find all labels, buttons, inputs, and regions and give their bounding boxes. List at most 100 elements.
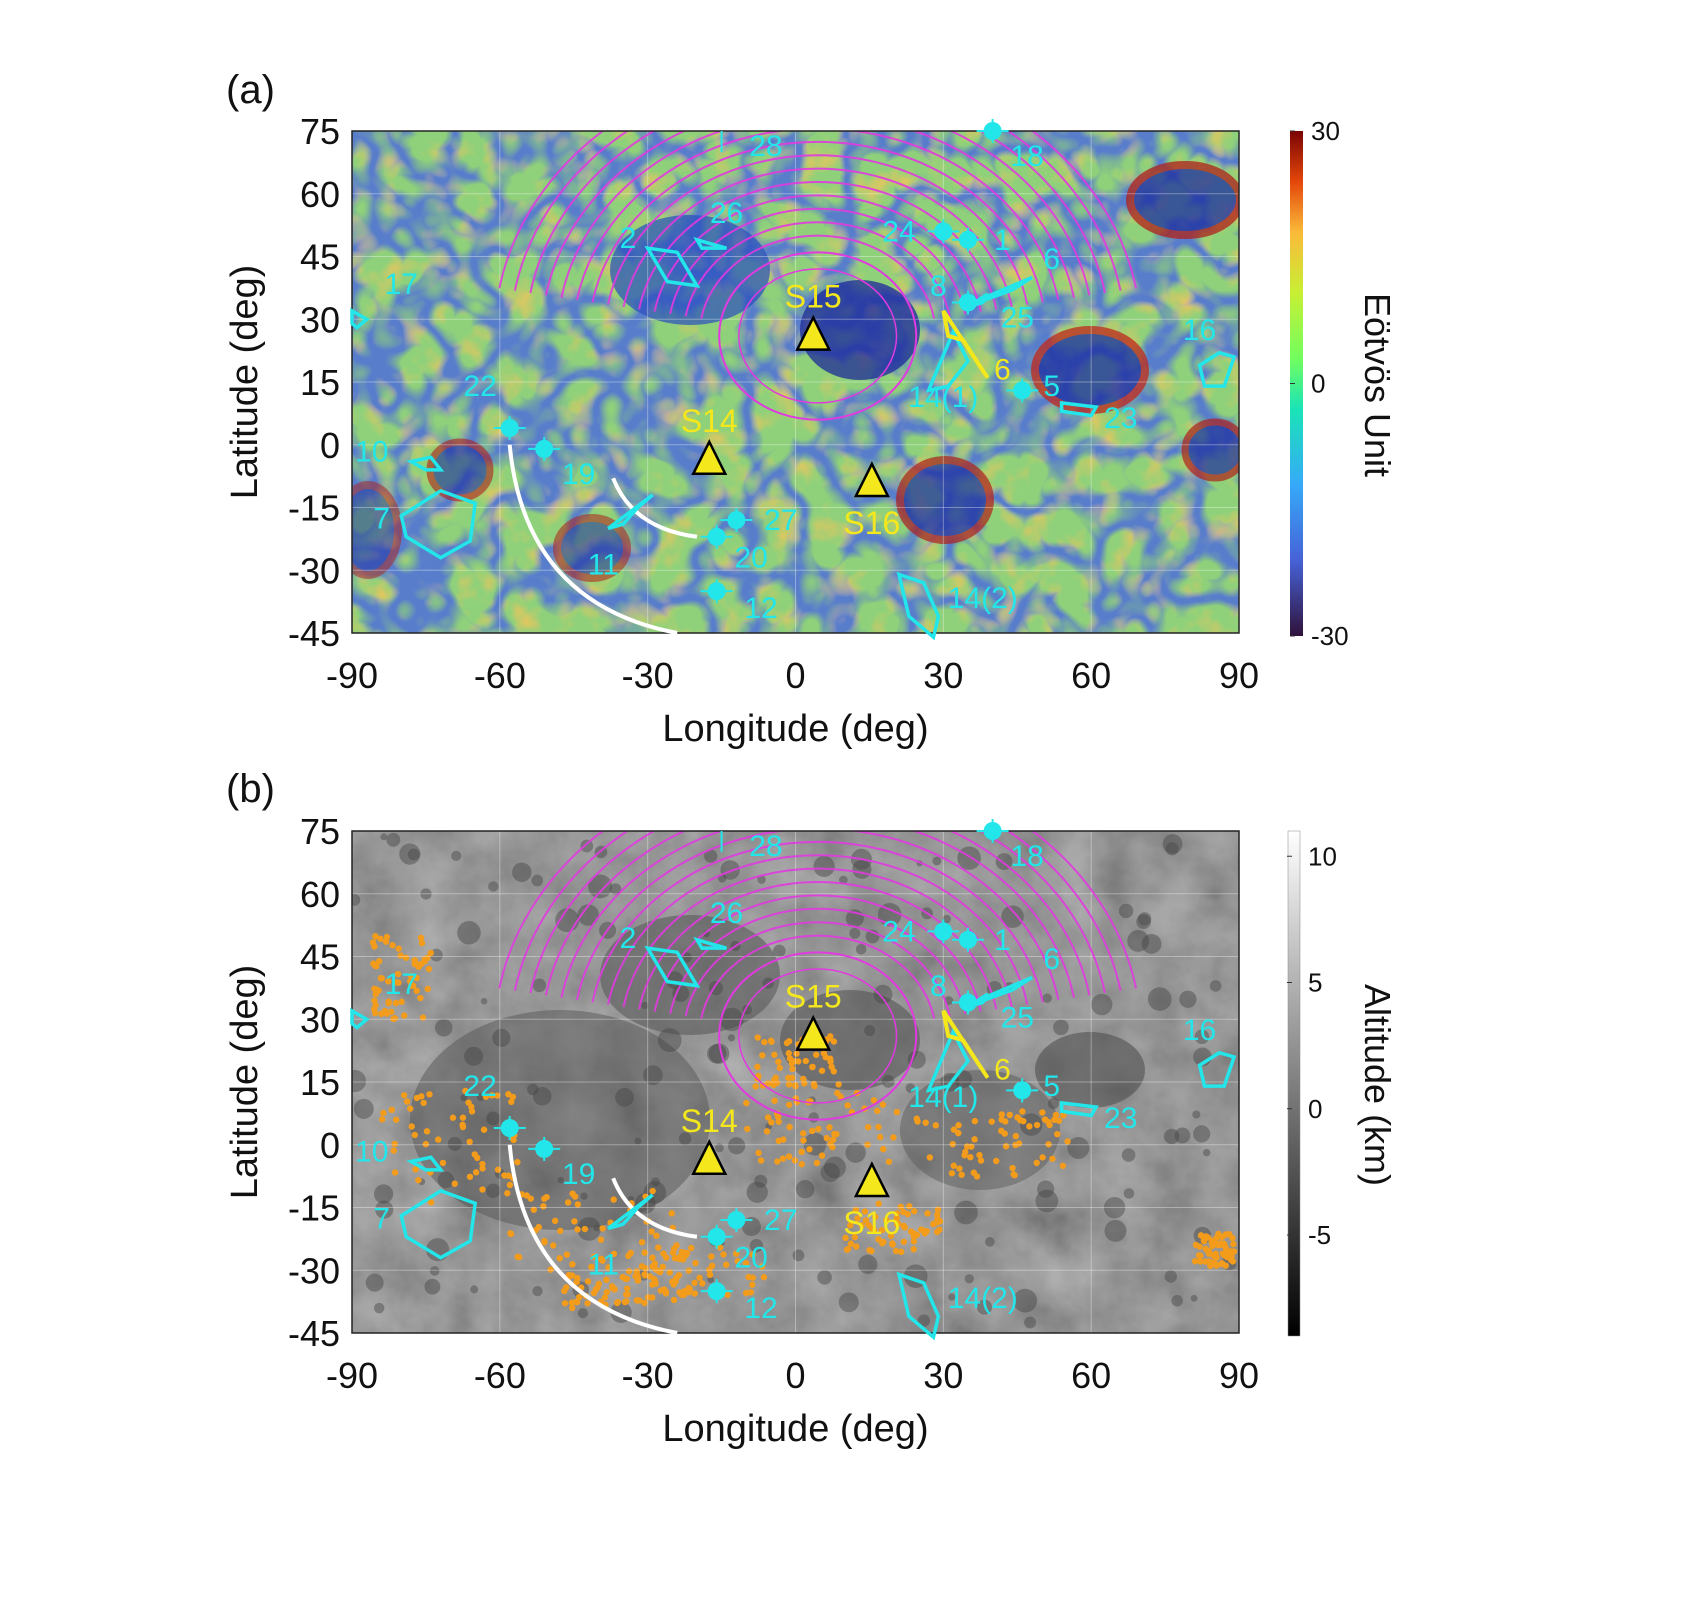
- orange-point: [802, 1057, 809, 1065]
- point-label-24: 24: [882, 215, 915, 248]
- x-tick-label: 30: [923, 655, 963, 696]
- y-tick-label: 45: [300, 237, 340, 278]
- panel-a-colorbar-label: Eötvös Unit: [1357, 293, 1398, 477]
- orange-point: [672, 1275, 680, 1282]
- orange-point: [549, 1242, 557, 1249]
- point-1: [958, 930, 977, 949]
- orange-point: [768, 1119, 775, 1126]
- orange-point: [1041, 1116, 1049, 1123]
- y-tick-label: 75: [300, 811, 340, 852]
- orange-point: [761, 1038, 768, 1046]
- imbrium-inner-ring: [738, 268, 898, 404]
- point-label-22: 22: [463, 1070, 496, 1103]
- crater: [460, 1094, 468, 1102]
- crater: [486, 1111, 501, 1126]
- orange-point: [1205, 1250, 1212, 1257]
- orange-point: [1213, 1234, 1221, 1241]
- orange-point: [389, 942, 396, 949]
- orange-point: [956, 1165, 963, 1172]
- orange-point: [508, 1098, 515, 1106]
- point-5: [1013, 1081, 1032, 1100]
- orange-point: [641, 1299, 648, 1307]
- crater: [742, 1004, 753, 1015]
- crater: [858, 1254, 878, 1274]
- orange-point: [934, 1206, 942, 1213]
- imbrium-arc-ring: [669, 207, 967, 315]
- region-label-16: 16: [1183, 1014, 1216, 1047]
- basin-crisium: [1031, 326, 1149, 414]
- oceanus-procellarum: [410, 1010, 710, 1230]
- orange-point: [505, 1172, 512, 1179]
- x-tick-label: 60: [1071, 655, 1111, 696]
- orange-point: [749, 1281, 756, 1288]
- region-label-10: 10: [355, 1135, 388, 1168]
- crater: [715, 1143, 724, 1153]
- orange-point: [407, 982, 415, 990]
- region-yellow: [941, 309, 990, 379]
- basin-orientale-edge: [352, 481, 402, 579]
- crater: [580, 1192, 588, 1200]
- orange-point: [568, 1304, 576, 1312]
- orange-point: [890, 1134, 897, 1141]
- panel-a-label: (a): [226, 68, 275, 112]
- orange-point: [829, 1136, 837, 1143]
- orange-point: [910, 1238, 918, 1245]
- point-18: [983, 822, 1002, 840]
- crater: [905, 1083, 916, 1093]
- orange-point: [488, 1092, 496, 1099]
- orange-point: [624, 1291, 631, 1298]
- point-18: [983, 122, 1002, 140]
- orange-point: [1039, 1109, 1046, 1116]
- yellow-region-label: 6: [994, 353, 1011, 386]
- region-label-26: 26: [710, 897, 743, 930]
- orange-point: [742, 1289, 750, 1297]
- point-label-19: 19: [562, 458, 595, 491]
- crater: [476, 1093, 485, 1102]
- orange-point: [1192, 1241, 1200, 1249]
- orange-point: [720, 1251, 727, 1258]
- panel-a-colorbar-ticks: 30 0 -30: [1290, 116, 1349, 651]
- crater: [976, 1299, 993, 1315]
- orange-point: [670, 1296, 678, 1304]
- orange-point: [852, 1206, 860, 1214]
- orange-point: [1052, 1111, 1060, 1119]
- orange-point: [780, 1136, 787, 1143]
- orange-point: [1049, 1155, 1056, 1162]
- crater: [864, 1024, 876, 1037]
- crater: [1192, 1110, 1201, 1119]
- orange-point: [613, 1299, 621, 1307]
- orange-point: [605, 1264, 612, 1271]
- orange-point: [395, 945, 402, 952]
- region-17: [350, 307, 370, 330]
- point-label-18: 18: [1010, 140, 1043, 173]
- orange-point: [834, 1089, 841, 1097]
- imbrium-arc-ring: [684, 921, 951, 1017]
- crater: [817, 1270, 832, 1285]
- crater: [373, 1184, 394, 1204]
- y-tick-label: -45: [288, 613, 340, 654]
- yellow-region-label: 6: [994, 1053, 1011, 1086]
- orange-point: [949, 1140, 956, 1148]
- orange-point: [494, 1166, 502, 1173]
- orange-point: [649, 1263, 656, 1270]
- orange-point: [885, 1158, 893, 1165]
- orange-point: [955, 1122, 962, 1129]
- orange-point: [936, 1226, 943, 1233]
- orange-point: [926, 1154, 934, 1161]
- orange-point: [897, 1203, 905, 1210]
- crater: [1013, 1288, 1038, 1313]
- orange-point: [724, 1291, 731, 1298]
- orange-point: [775, 1058, 782, 1065]
- orange-point: [971, 1136, 978, 1143]
- y-tick-label: -30: [288, 550, 340, 591]
- orange-point: [754, 1063, 761, 1071]
- region-14(1): [925, 327, 971, 393]
- orange-point: [479, 1186, 486, 1193]
- crater: [792, 1249, 805, 1262]
- crater: [720, 860, 740, 880]
- orange-point: [418, 960, 425, 968]
- panel-a-colorbar: [1290, 131, 1303, 636]
- orange-point: [523, 1192, 530, 1199]
- orange-point: [564, 1199, 572, 1206]
- white-arc-large: [507, 1144, 678, 1335]
